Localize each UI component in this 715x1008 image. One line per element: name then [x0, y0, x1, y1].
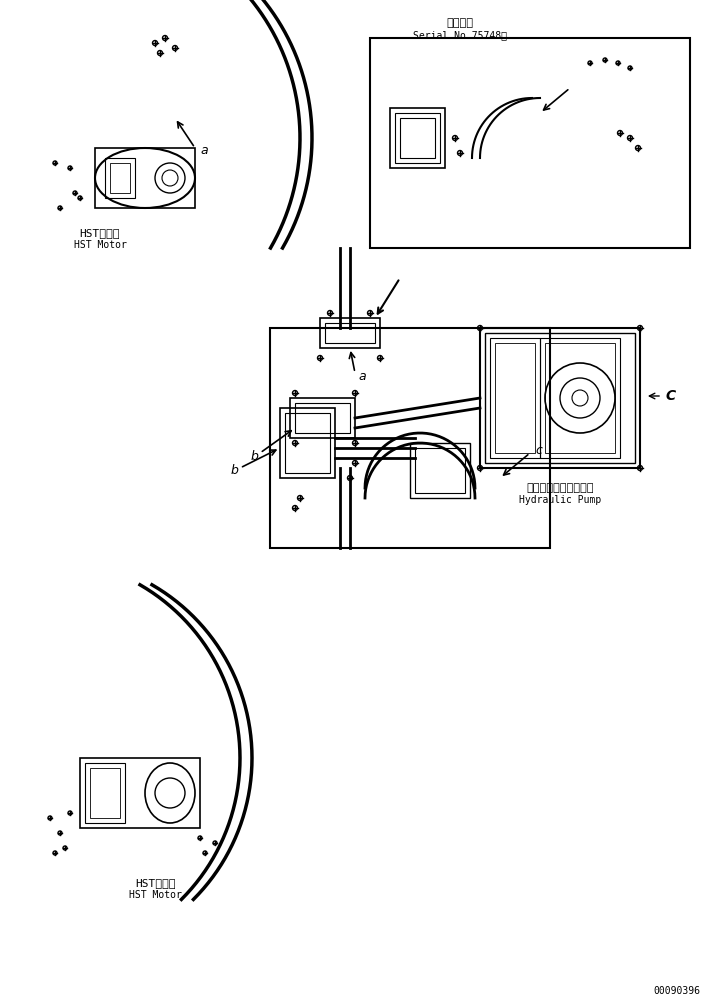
- Text: Serial No.75748～: Serial No.75748～: [413, 30, 507, 40]
- Bar: [80, 758, 200, 828]
- Bar: [110, 163, 130, 193]
- Bar: [85, 763, 125, 823]
- Bar: [280, 408, 335, 478]
- Bar: [90, 768, 120, 818]
- Text: HSTモータ: HSTモータ: [80, 228, 120, 238]
- Bar: [295, 403, 350, 433]
- Text: c: c: [535, 444, 542, 457]
- Text: a: a: [200, 144, 207, 157]
- Text: HSTモータ: HSTモータ: [134, 878, 175, 888]
- Bar: [270, 328, 550, 548]
- Bar: [395, 113, 440, 163]
- Bar: [540, 338, 620, 458]
- Text: b: b: [250, 450, 258, 463]
- Bar: [320, 318, 380, 348]
- Bar: [495, 343, 535, 453]
- Bar: [95, 148, 195, 208]
- Text: Hydraulic Pump: Hydraulic Pump: [519, 495, 601, 505]
- Bar: [400, 118, 435, 158]
- Bar: [545, 343, 615, 453]
- Bar: [415, 448, 465, 493]
- Bar: [410, 443, 470, 498]
- Bar: [105, 158, 135, 198]
- Text: HST Motor: HST Motor: [129, 890, 182, 900]
- Bar: [390, 108, 445, 168]
- Bar: [290, 398, 355, 438]
- Text: 適用号機: 適用号機: [446, 18, 473, 28]
- Text: ハイドロリックポンプ: ハイドロリックポンプ: [526, 483, 593, 493]
- Text: 00090396: 00090396: [653, 986, 700, 996]
- Bar: [485, 333, 635, 463]
- Bar: [285, 413, 330, 473]
- Bar: [480, 328, 640, 468]
- Text: C: C: [665, 389, 675, 403]
- Text: a: a: [358, 370, 365, 382]
- Bar: [490, 338, 540, 458]
- Bar: [325, 323, 375, 343]
- Bar: [370, 38, 690, 248]
- Text: HST Motor: HST Motor: [74, 240, 127, 250]
- Text: b: b: [230, 465, 238, 478]
